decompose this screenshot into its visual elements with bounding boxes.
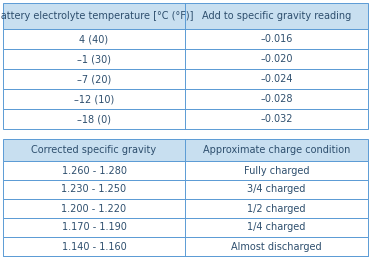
Bar	[3, 49, 368, 69]
Text: –0.020: –0.020	[260, 54, 293, 64]
Bar	[3, 3, 368, 29]
Text: –1 (30): –1 (30)	[77, 54, 111, 64]
Text: 1/4 charged: 1/4 charged	[247, 223, 306, 233]
Bar	[3, 237, 368, 256]
Bar	[3, 69, 368, 89]
Text: 4 (40): 4 (40)	[79, 34, 109, 44]
Text: 1.260 - 1.280: 1.260 - 1.280	[62, 166, 127, 176]
Text: –0.016: –0.016	[260, 34, 293, 44]
Bar	[3, 29, 368, 49]
Text: 1.200 - 1.220: 1.200 - 1.220	[62, 204, 127, 214]
Bar	[3, 89, 368, 109]
Bar	[3, 139, 368, 161]
Text: –0.024: –0.024	[260, 74, 293, 84]
Text: –0.028: –0.028	[260, 94, 293, 104]
Text: Almost discharged: Almost discharged	[231, 242, 322, 252]
Text: 1.170 - 1.190: 1.170 - 1.190	[62, 223, 127, 233]
Bar	[3, 199, 368, 218]
Text: Add to specific gravity reading: Add to specific gravity reading	[202, 11, 351, 21]
Text: Approximate charge condition: Approximate charge condition	[203, 145, 350, 155]
Bar	[3, 180, 368, 199]
Text: 1.230 - 1.250: 1.230 - 1.250	[62, 185, 127, 195]
Text: –7 (20): –7 (20)	[77, 74, 111, 84]
Bar	[3, 161, 368, 180]
Bar	[3, 218, 368, 237]
Text: –18 (0): –18 (0)	[77, 114, 111, 124]
Text: 1.140 - 1.160: 1.140 - 1.160	[62, 242, 127, 252]
Bar	[3, 256, 368, 257]
Text: 1/2 charged: 1/2 charged	[247, 204, 306, 214]
Text: Battery electrolyte temperature [°C (°F)]: Battery electrolyte temperature [°C (°F)…	[0, 11, 194, 21]
Bar	[3, 109, 368, 129]
Text: Fully charged: Fully charged	[244, 166, 309, 176]
Text: Corrected specific gravity: Corrected specific gravity	[32, 145, 157, 155]
Text: –0.032: –0.032	[260, 114, 293, 124]
Text: 3/4 charged: 3/4 charged	[247, 185, 306, 195]
Text: –12 (10): –12 (10)	[74, 94, 114, 104]
